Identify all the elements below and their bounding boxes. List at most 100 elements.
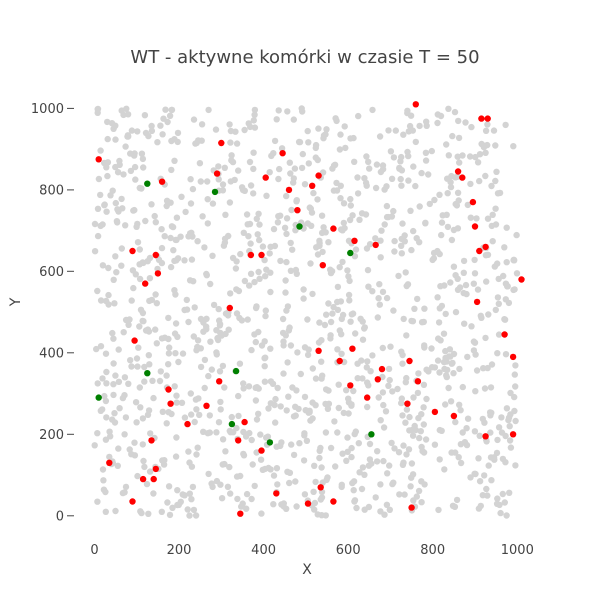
inactive-point xyxy=(205,470,212,478)
inactive-point xyxy=(171,383,178,390)
inactive-point xyxy=(512,417,519,425)
red-point xyxy=(131,337,138,344)
inactive-point xyxy=(301,491,309,498)
inactive-point xyxy=(97,297,105,304)
inactive-point xyxy=(109,329,116,337)
inactive-point xyxy=(332,463,339,470)
inactive-point xyxy=(282,277,289,284)
inactive-point xyxy=(191,304,198,311)
red-point xyxy=(412,101,419,108)
inactive-point xyxy=(194,444,201,451)
inactive-point xyxy=(476,151,484,158)
inactive-point xyxy=(146,468,154,475)
inactive-point xyxy=(283,192,290,200)
inactive-point xyxy=(164,499,171,506)
inactive-point xyxy=(131,163,139,171)
inactive-point xyxy=(95,175,103,183)
inactive-point xyxy=(283,258,290,266)
inactive-point xyxy=(161,334,168,341)
inactive-point xyxy=(114,206,121,213)
inactive-point xyxy=(120,171,127,178)
inactive-point xyxy=(250,149,257,156)
inactive-point xyxy=(266,169,273,176)
inactive-point xyxy=(288,206,295,214)
inactive-point xyxy=(429,256,436,264)
red-point xyxy=(471,223,479,230)
inactive-point xyxy=(238,503,245,510)
inactive-point xyxy=(91,220,99,228)
inactive-point xyxy=(386,376,393,384)
inactive-point xyxy=(170,247,177,254)
inactive-point xyxy=(206,429,213,436)
active-points-layer xyxy=(95,101,525,517)
inactive-point xyxy=(280,503,287,510)
inactive-point xyxy=(482,127,490,134)
inactive-point xyxy=(219,436,227,443)
inactive-point xyxy=(112,199,120,207)
inactive-point xyxy=(394,385,401,393)
inactive-point xyxy=(408,246,415,254)
inactive-point xyxy=(384,470,391,477)
inactive-point xyxy=(194,337,202,344)
inactive-point xyxy=(259,466,266,473)
inactive-point xyxy=(456,365,463,373)
inactive-point xyxy=(472,388,479,395)
inactive-point xyxy=(172,291,179,298)
y-tick-label: 200 xyxy=(39,428,64,443)
inactive-point xyxy=(97,191,104,199)
inactive-point xyxy=(506,437,514,444)
inactive-point xyxy=(245,383,253,390)
inactive-point xyxy=(197,363,205,371)
inactive-point xyxy=(455,454,462,461)
inactive-point xyxy=(251,278,258,286)
inactive-point xyxy=(300,457,308,464)
inactive-point xyxy=(492,142,499,149)
inactive-point xyxy=(457,459,465,467)
inactive-point xyxy=(157,368,164,375)
inactive-point xyxy=(251,111,258,119)
inactive-point xyxy=(354,174,361,181)
inactive-point xyxy=(148,122,155,130)
red-point xyxy=(139,475,147,483)
inactive-point xyxy=(354,190,362,197)
inactive-point xyxy=(482,149,489,156)
inactive-point xyxy=(490,127,498,134)
inactive-point xyxy=(363,182,370,189)
inactive-point xyxy=(507,389,514,397)
red-point xyxy=(330,498,337,505)
inactive-point xyxy=(454,275,461,282)
inactive-point xyxy=(436,456,443,463)
inactive-point xyxy=(422,157,430,164)
inactive-point xyxy=(263,192,270,199)
red-point xyxy=(484,115,491,122)
inactive-point xyxy=(304,316,311,323)
inactive-point xyxy=(149,377,156,384)
inactive-point xyxy=(503,259,510,266)
inactive-point xyxy=(132,271,139,278)
inactive-point xyxy=(120,329,127,336)
inactive-point xyxy=(224,312,232,319)
inactive-point xyxy=(204,220,211,227)
inactive-point xyxy=(385,382,392,389)
inactive-point xyxy=(376,281,383,288)
inactive-point xyxy=(185,448,192,455)
inactive-point xyxy=(172,350,179,357)
inactive-point xyxy=(103,208,110,215)
inactive-point xyxy=(312,402,319,409)
inactive-point xyxy=(251,124,259,131)
inactive-point xyxy=(106,453,113,461)
red-point xyxy=(518,276,525,283)
inactive-point xyxy=(330,162,338,169)
inactive-point xyxy=(152,291,159,298)
inactive-point xyxy=(340,409,347,417)
inactive-point xyxy=(248,346,255,354)
inactive-point xyxy=(407,483,414,490)
inactive-point xyxy=(290,451,298,459)
inactive-point xyxy=(293,503,300,510)
red-point xyxy=(258,447,265,454)
inactive-point xyxy=(380,401,387,409)
inactive-point xyxy=(237,250,244,258)
inactive-point xyxy=(165,361,172,368)
inactive-point xyxy=(193,406,200,413)
inactive-point xyxy=(172,320,180,327)
